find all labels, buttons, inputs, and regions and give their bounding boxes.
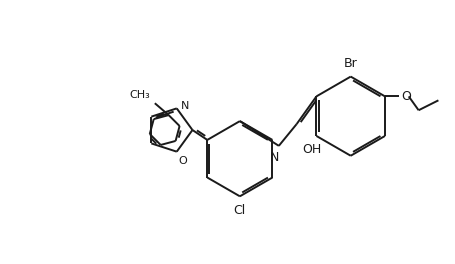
Text: Cl: Cl — [233, 204, 245, 217]
Text: N: N — [269, 151, 279, 164]
Text: OH: OH — [301, 143, 320, 156]
Text: O: O — [400, 90, 410, 103]
Text: O: O — [178, 155, 187, 166]
Text: Br: Br — [343, 57, 357, 70]
Text: N: N — [180, 101, 189, 111]
Text: CH₃: CH₃ — [129, 90, 150, 100]
